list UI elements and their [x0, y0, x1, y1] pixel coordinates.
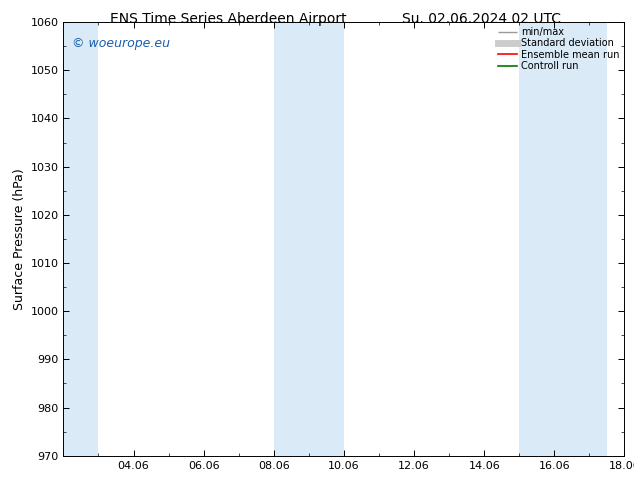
- Y-axis label: Surface Pressure (hPa): Surface Pressure (hPa): [13, 168, 26, 310]
- Bar: [63, 22, 98, 456]
- Bar: [274, 22, 344, 456]
- Text: Su. 02.06.2024 02 UTC: Su. 02.06.2024 02 UTC: [403, 12, 561, 26]
- Text: © woeurope.eu: © woeurope.eu: [72, 37, 170, 50]
- Bar: [519, 22, 607, 456]
- Legend: min/max, Standard deviation, Ensemble mean run, Controll run: min/max, Standard deviation, Ensemble me…: [496, 25, 621, 73]
- Text: ENS Time Series Aberdeen Airport: ENS Time Series Aberdeen Airport: [110, 12, 347, 26]
